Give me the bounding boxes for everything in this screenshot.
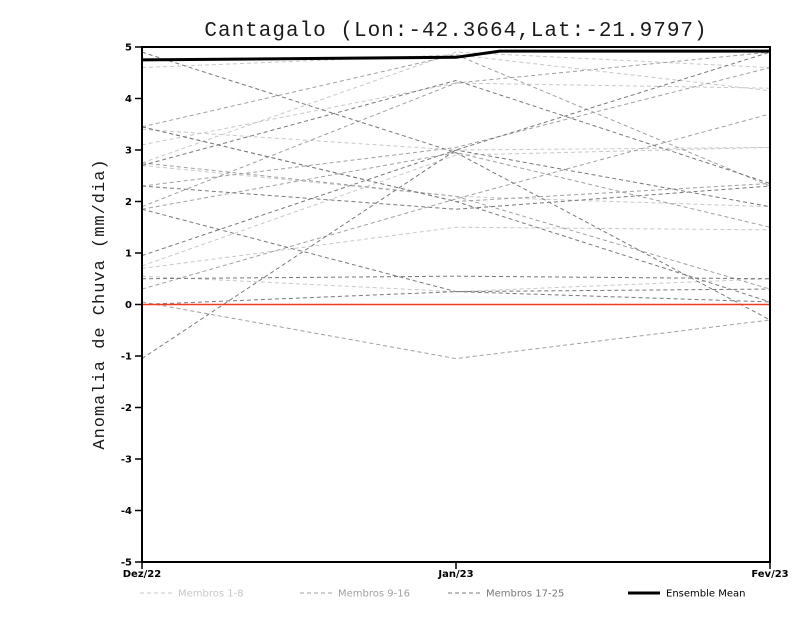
member-line-g1-5 (142, 164, 770, 208)
y-tick-label: 5 (125, 43, 132, 54)
legend-item-label: Membros 1-8 (178, 589, 244, 600)
member-line-g3-5 (142, 275, 770, 280)
member-line-g1-4 (142, 226, 770, 269)
member-line-g2-1 (142, 126, 770, 203)
ensemble-mean-line (142, 49, 770, 62)
y-tick-label: 1 (125, 249, 132, 260)
x-tick-label: Jan/23 (437, 569, 473, 580)
member-line-g3-1 (142, 51, 770, 359)
member-line-g1-6 (142, 82, 770, 146)
member-line-g2-3 (142, 51, 770, 208)
member-line-g3-3 (142, 126, 770, 303)
member-line-g1-3 (142, 146, 770, 267)
member-line-g2-8 (142, 54, 770, 187)
y-tick-label: -3 (121, 455, 132, 466)
y-tick-label: -4 (121, 506, 132, 517)
member-line-g3-8 (142, 149, 770, 257)
member-line-g3-7 (142, 51, 770, 321)
y-tick-label: 2 (125, 197, 132, 208)
y-tick-label: -5 (121, 558, 132, 569)
chart-title: Cantagalo (Lon:-42.3664,Lat:-21.9797) (204, 20, 707, 43)
y-tick-label: -2 (121, 403, 132, 414)
legend: Membros 1-8 Membros 9-16 Membros 17-25 Ense… (140, 589, 745, 600)
member-line-g2-7 (142, 152, 770, 228)
x-tick-label: Fev/23 (751, 569, 788, 580)
y-tick-label: 3 (125, 146, 132, 157)
member-line-g2-2 (142, 67, 770, 187)
y-tick-label: 4 (125, 94, 132, 105)
member-line-g3-6 (142, 79, 770, 184)
member-line-g3-9 (142, 208, 770, 293)
y-tick-label: -1 (121, 352, 132, 363)
legend-item-label: Membros 17-25 (486, 589, 564, 600)
y-axis-label: Anomalia de Chuva (mm/dia) (91, 158, 110, 449)
member-line-g2-5 (142, 301, 770, 360)
y-tick-label: 0 (125, 300, 132, 311)
x-tick-label: Dez/22 (123, 569, 162, 580)
legend-item-label: Ensemble Mean (666, 589, 745, 600)
member-line-g3-4 (142, 291, 770, 305)
member-line-g2-4 (142, 113, 770, 290)
legend-item-label: Membros 9-16 (338, 589, 410, 600)
series-lines (142, 49, 770, 360)
member-line-g2-6 (142, 162, 770, 290)
member-line-g1-7 (142, 275, 770, 293)
